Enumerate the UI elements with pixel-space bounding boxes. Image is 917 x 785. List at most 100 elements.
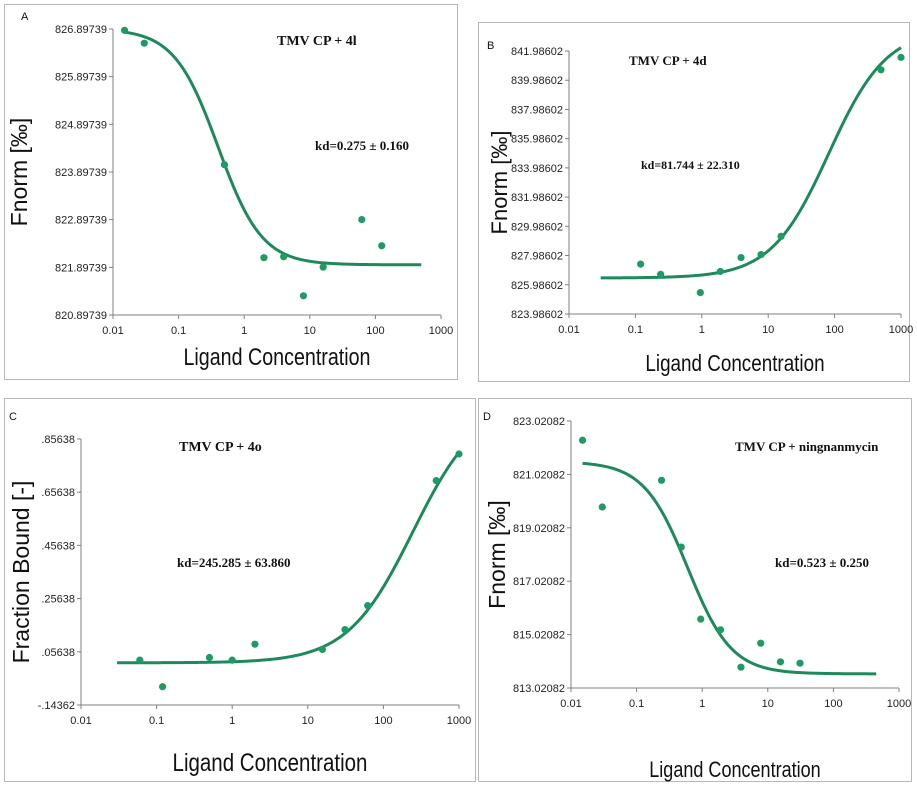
data-point (737, 253, 745, 262)
fit-curve (117, 451, 461, 665)
data-point (598, 503, 606, 511)
data-point (136, 656, 144, 664)
data-point (228, 656, 236, 664)
data-point (697, 615, 705, 623)
y-tick-label: 820.89739 (55, 310, 107, 322)
x-tick-label: 1000 (447, 715, 471, 727)
x-tick-label: 0.01 (70, 715, 91, 727)
chart-svg: 0.01 0.1 1 10 100 1000 841.98602 839.98602 837.9… (487, 40, 913, 376)
y-tick-label: .25638 (41, 594, 75, 606)
kd-annotation: kd=0.523 ± 0.250 (775, 555, 869, 570)
chart-panel-d: 0.01 0.1 1 10 100 1000 823.02082 821.02082 819.0… (478, 398, 912, 782)
data-point (757, 639, 765, 647)
y-axis-title: Fnorm [‰] (487, 131, 512, 235)
y-tick-label: 833.98602 (511, 163, 563, 175)
chart-title: TMV CP + 4l (277, 34, 357, 49)
data-point (716, 267, 724, 276)
chart-title: TMV CP + ningnanmycin (735, 439, 879, 454)
x-tick-label: 10 (304, 325, 316, 337)
x-tick-label: 10 (302, 715, 314, 727)
y-tick-label: 825.98602 (511, 280, 563, 292)
y-tick-label: 831.98602 (511, 192, 563, 204)
x-tick-label: 1 (241, 325, 247, 337)
data-point (205, 653, 214, 662)
y-tick-label: 822.89739 (55, 215, 107, 227)
data-point (358, 215, 366, 224)
data-point (657, 476, 666, 484)
x-tick-label: 1000 (889, 324, 913, 336)
data-point (796, 659, 804, 667)
data-point (280, 253, 288, 261)
chart-title: TMV CP + 4o (179, 440, 262, 455)
y-tick-label: 839.98602 (511, 75, 563, 87)
data-point (777, 232, 785, 240)
data-point (657, 270, 665, 278)
fit-curve (124, 30, 422, 267)
data-point (757, 251, 765, 259)
data-point (220, 161, 229, 169)
y-tick-label: 841.98602 (511, 46, 563, 58)
data-point (319, 263, 327, 271)
y-tick-label: 823.02082 (513, 416, 565, 428)
data-point (140, 39, 148, 47)
panel-letter: D (483, 411, 491, 423)
x-tick-label: 1 (229, 715, 235, 727)
y-tick-label: 829.98602 (511, 221, 563, 233)
fit-curve (600, 46, 902, 280)
panel-letter: C (9, 411, 17, 423)
data-point (378, 242, 386, 250)
fit-curve (582, 461, 877, 676)
y-tick-label: -.14362 (38, 700, 75, 712)
y-tick-label: 837.98602 (511, 104, 563, 116)
chart-panel-b: 0.01 0.1 1 10 100 1000 841.98602 839.98602 837.9… (478, 22, 913, 382)
y-axis-title: Fnorm [‰] (6, 118, 32, 227)
data-point (877, 66, 885, 74)
data-point (341, 625, 349, 634)
x-tick-label: 0.1 (629, 698, 644, 710)
chart-panel-c: 0.01 0.1 1 10 100 1000 .85638 .65638 .45638 .2563… (4, 398, 476, 782)
x-tick-label: 1 (699, 698, 705, 710)
y-tick-label: 819.02082 (513, 523, 565, 535)
y-tick-label: 815.02082 (513, 630, 565, 642)
y-tick-label: 817.02082 (513, 576, 565, 588)
panel-letter: A (21, 11, 29, 23)
x-axis-title: Ligand Concentration (183, 343, 370, 370)
y-tick-label: 835.98602 (511, 134, 563, 146)
x-tick-label: 100 (825, 324, 843, 336)
x-tick-label: 0.1 (149, 715, 164, 727)
data-point (364, 602, 372, 610)
y-tick-label: .05638 (41, 647, 75, 659)
x-axis-title: Ligand Concentration (649, 758, 820, 782)
x-tick-label: 10 (762, 698, 774, 710)
x-tick-label: 100 (366, 325, 384, 337)
data-point (318, 645, 327, 654)
data-point (260, 254, 268, 262)
y-tick-label: 824.89739 (55, 119, 107, 131)
x-tick-label: 0.1 (628, 324, 643, 336)
x-tick-label: 0.01 (558, 324, 579, 336)
x-tick-label: 1 (699, 324, 705, 336)
y-tick-label: 826.89739 (55, 24, 107, 36)
y-axis-title: Fnorm [‰] (484, 500, 510, 609)
kd-annotation: kd=81.744 ± 22.310 (641, 158, 740, 172)
chart-svg: 0.01 0.1 1 10 100 1000 826.89739 825.89739 824.8… (6, 11, 453, 370)
y-tick-label: .45638 (41, 540, 75, 552)
y-tick-label: .65638 (41, 487, 75, 499)
data-point (158, 683, 167, 691)
data-point (776, 658, 785, 666)
x-tick-label: 10 (762, 324, 774, 336)
x-axis-title: Ligand Concentration (645, 351, 824, 376)
data-point (737, 663, 745, 671)
data-point (432, 476, 440, 485)
x-tick-label: 1000 (429, 325, 453, 337)
data-point (455, 450, 463, 458)
data-point (897, 53, 905, 61)
data-point (120, 26, 129, 34)
y-tick-label: 823.98602 (511, 309, 563, 321)
data-point (637, 260, 645, 268)
x-tick-label: 100 (824, 698, 842, 710)
data-point (251, 640, 259, 648)
panel-letter: B (487, 40, 494, 52)
data-point (716, 626, 725, 634)
x-tick-label: 0.01 (560, 698, 581, 710)
